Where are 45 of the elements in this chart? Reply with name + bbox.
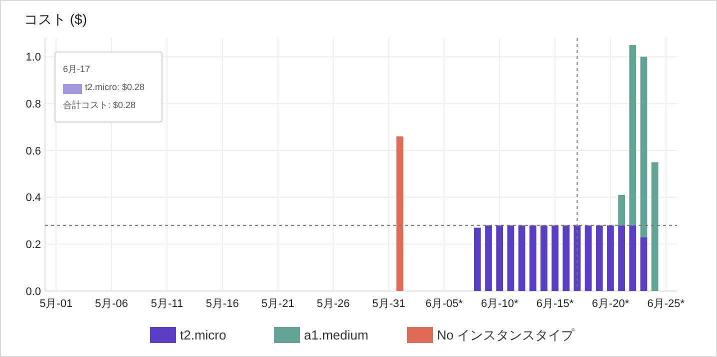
x-tick-label: 5月-26 [316,298,350,310]
chart-title: コスト ($) [24,11,87,27]
x-tick-label: 5月-01 [40,298,73,310]
x-tick-label: 6月-20* [592,298,630,310]
bar [529,225,536,291]
bar [518,225,526,291]
legend-label: No インスタンスタイプ [437,328,576,343]
bar [618,225,625,291]
bar [629,45,636,226]
bar [540,225,548,291]
x-tick-label: 6月-10* [480,298,519,310]
y-tick-label: 0.6 [26,145,41,158]
bar [552,225,558,291]
bar [474,228,481,291]
x-tick-label: 6月-25* [647,298,686,310]
bar [651,162,658,291]
bar [485,225,492,291]
x-tick-label: 5月-11 [150,298,184,310]
annotation: t2.micro: $0.28 [85,82,145,92]
bar [618,194,625,226]
x-tick-label: 5月-16 [206,298,239,310]
bar [396,136,404,291]
bar [496,225,504,291]
bar [629,225,636,291]
bar [584,225,592,291]
bar [507,225,514,291]
y-tick-label: 0.8 [26,98,41,110]
x-tick-label: 6月-15* [536,298,574,310]
annotation: 合計コスト: $0.28 [63,100,136,110]
y-tick-label: 0.0 [26,286,41,298]
y-tick-label: 1.0 [26,52,41,64]
y-tick-label: 0.2 [26,239,41,251]
x-tick-label: 5月-21 [261,298,294,310]
x-tick-label: 6月-05* [426,298,464,310]
x-tick-label: 5月-06 [95,298,128,310]
bar [640,56,648,238]
legend-label: t2.micro [180,328,226,343]
annotation: 6月-17 [63,64,90,74]
bar [607,225,614,291]
bar [640,237,648,291]
legend-label: a1.medium [304,328,368,343]
y-tick-label: 0.4 [26,192,41,204]
bar [596,225,603,291]
bar [562,225,570,291]
x-tick-label: 5月-31 [372,298,406,310]
